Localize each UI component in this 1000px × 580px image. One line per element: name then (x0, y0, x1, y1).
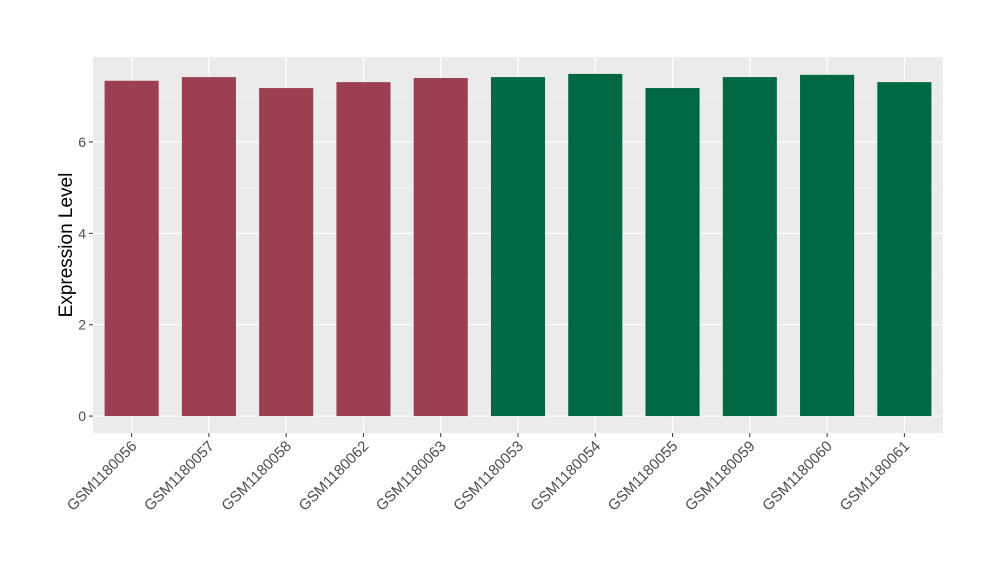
x-tick-label: GSM1180056 (64, 438, 141, 515)
bar (336, 82, 391, 417)
x-tick-label: GSM1180055 (605, 438, 682, 515)
bar (104, 80, 159, 417)
bar (181, 77, 236, 417)
bar (413, 78, 468, 417)
y-tick-label: 2 (78, 317, 86, 333)
bar (722, 77, 777, 417)
y-tick-label: 4 (78, 225, 86, 241)
x-tick-label: GSM1180060 (759, 438, 836, 515)
bar (877, 82, 932, 417)
bar (645, 88, 700, 417)
x-tick-label: GSM1180061 (837, 438, 914, 515)
x-tick-label: GSM1180057 (141, 438, 218, 515)
x-tick-label: GSM1180054 (527, 438, 604, 515)
x-tick-label: GSM1180053 (450, 438, 527, 515)
y-axis-label: Expression Level (56, 173, 77, 318)
x-tick-label: GSM1180063 (373, 438, 450, 515)
bar (800, 74, 855, 417)
bar (490, 77, 546, 417)
x-tick-label: GSM1180058 (218, 438, 295, 515)
x-tick-label: GSM1180059 (682, 438, 759, 515)
bar (568, 73, 623, 417)
bar (259, 88, 314, 417)
y-tick-label: 0 (78, 408, 86, 424)
x-tick-label: GSM1180062 (296, 438, 373, 515)
y-tick-label: 6 (78, 134, 86, 150)
